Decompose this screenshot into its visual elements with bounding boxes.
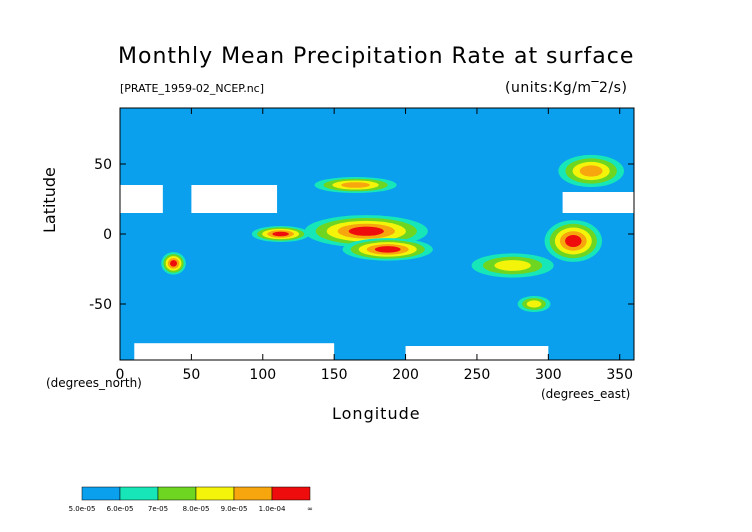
- colorbar-label: 5.0e-05: [69, 505, 96, 513]
- chart-title: Monthly Mean Precipitation Rate at surfa…: [118, 44, 635, 69]
- x-tick-label: 350: [606, 367, 633, 383]
- missing-data-region: [134, 343, 335, 360]
- precip-level-3: [494, 260, 531, 271]
- x-tick-label: 200: [392, 367, 419, 383]
- missing-data-region: [562, 192, 634, 213]
- colorbar-label: 6.0e-05: [107, 505, 134, 513]
- colorbar-label: 9.0e-05: [221, 505, 248, 513]
- x-tick-label: 150: [321, 367, 348, 383]
- precip-level-5: [170, 260, 178, 267]
- y-tick-label: 0: [103, 227, 112, 243]
- colorbar-label: 1.0e-04: [259, 505, 286, 513]
- precip-level-5: [348, 226, 384, 236]
- units-label: (units:Kg/m‾2/s): [505, 80, 628, 96]
- precip-level-5: [272, 231, 289, 237]
- colorbar-swatch: [233, 486, 273, 501]
- x-tick-label: 300: [535, 367, 562, 383]
- x-tick-label: 50: [182, 367, 200, 383]
- colorbar-label: 8.0e-05: [183, 505, 210, 513]
- missing-data-region: [120, 185, 163, 213]
- x-tick-label: 0: [116, 367, 125, 383]
- precip-level-4: [341, 182, 370, 188]
- y-tick-label: -50: [89, 297, 112, 313]
- precip-level-4: [579, 165, 603, 177]
- colorbar-swatch: [271, 486, 311, 501]
- x-tick-label: 100: [249, 367, 276, 383]
- colorbar-label: 7e-05: [148, 505, 168, 513]
- colorbar-swatch: [119, 486, 159, 501]
- precip-level-3: [526, 300, 542, 308]
- y-tick-label: 50: [94, 157, 112, 173]
- precip-level-5: [565, 235, 582, 247]
- missing-data-region: [191, 185, 278, 213]
- colorbar-label: ∞: [307, 505, 313, 513]
- colorbar-swatch: [195, 486, 235, 501]
- x-axis-unit: (degrees_east): [541, 387, 631, 401]
- x-axis-label: Longitude: [332, 404, 421, 423]
- x-tick-label: 250: [464, 367, 491, 383]
- colorbar-swatch: [81, 486, 121, 501]
- colorbar-swatch: [157, 486, 197, 501]
- precip-level-5: [374, 246, 401, 253]
- y-axis-unit: (degrees_north): [46, 376, 142, 390]
- missing-data-region: [405, 346, 549, 360]
- file-name: [PRATE_1959-02_NCEP.nc]: [120, 82, 265, 95]
